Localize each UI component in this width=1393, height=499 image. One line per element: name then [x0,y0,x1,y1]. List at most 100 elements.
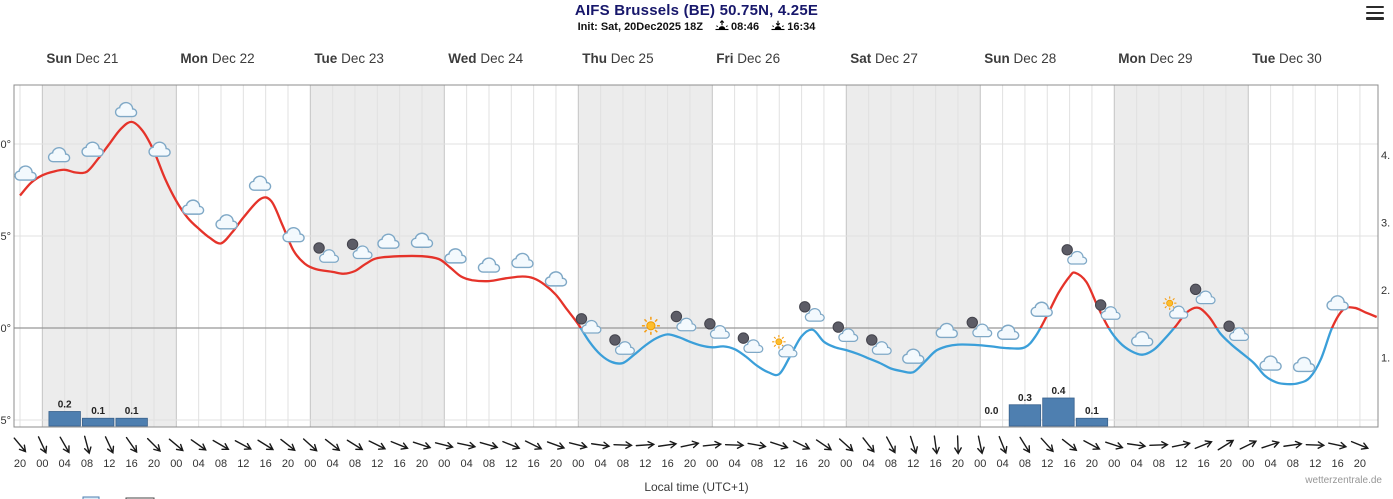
time-tick: 00 [1108,458,1120,470]
time-tick: 12 [371,458,383,470]
sunset-icon [771,20,785,31]
time-tick: 20 [282,458,294,470]
precip-bar [1075,417,1109,427]
cloud-icon [215,214,237,229]
precip-value: 0.1 [1085,406,1099,417]
wind-arrow [590,439,611,451]
page-subtitle: Init: Sat, 20Dec2025 18Z 08:46 16:34 [0,20,1393,33]
cloud-icon [249,176,271,191]
sun-icon [641,316,661,336]
day-label: Sun Dec 28 [984,51,1056,66]
wind-arrow [80,434,93,455]
time-tick: 00 [36,458,48,470]
wind-arrow [930,434,941,455]
time-tick: 04 [1130,458,1142,470]
time-tick: 12 [1309,458,1321,470]
time-tick: 00 [706,458,718,470]
wind-arrow [233,437,254,453]
time-tick: 08 [483,458,495,470]
wind-arrow [123,435,140,455]
sunrise-icon [715,20,729,31]
time-tick: 00 [438,458,450,470]
wind-arrow [974,434,986,455]
time-tick: 00 [1242,458,1254,470]
wind-arrow [101,434,117,455]
wind-arrow [478,438,499,452]
day-label: Sun Dec 21 [46,51,118,66]
wind-arrow [545,438,566,452]
wind-arrow [1349,437,1370,452]
wind-arrow [1327,439,1348,451]
precip-axis-label: 4. [1381,150,1390,162]
time-tick: 20 [952,458,964,470]
precip-bar [115,417,148,427]
init-label: Init: Sat, 20Dec2025 18Z [577,21,703,33]
wind-arrow [769,438,790,452]
time-tick: 16 [662,458,674,470]
day-label: Mon Dec 22 [180,51,254,66]
time-tick: 16 [1063,458,1075,470]
time-tick: 20 [550,458,562,470]
time-tick: 08 [751,458,763,470]
wind-arrow [635,440,655,450]
wind-arrow [883,434,899,455]
time-tick: 08 [215,458,227,470]
wind-arrow [995,434,1010,455]
time-tick: 04 [862,458,874,470]
time-tick: 12 [1041,458,1053,470]
time-tick: 08 [617,458,629,470]
day-label: Thu Dec 25 [582,51,653,66]
wind-arrow [791,437,812,453]
wind-arrow [1260,438,1281,452]
precip-bar [82,417,115,427]
time-tick: 12 [639,458,651,470]
time-tick: 04 [1264,458,1276,470]
time-tick: 04 [728,458,740,470]
precip-value: 0.1 [91,406,105,417]
time-tick: 04 [59,458,71,470]
menu-icon[interactable] [1366,6,1384,23]
temp-line-above-zero [19,120,1378,328]
gridlines [13,84,1379,428]
wind-arrow [1193,438,1214,453]
wind-arrow [1016,434,1033,455]
precip-bars: 0.2 0.1 0.1 0.0 0.3 0.4 0.1 [48,386,1109,427]
mooncloud-icon [738,333,763,353]
time-tick: 16 [929,458,941,470]
wind-arrow [1238,437,1259,453]
time-tick: 00 [840,458,852,470]
wind-arrow [166,436,186,454]
wind-arrow [1282,439,1303,451]
wind-arrow [11,435,29,455]
temp-axis-label: 0° [0,139,11,151]
time-tick: 12 [773,458,785,470]
cloud-icon [1030,302,1052,317]
wind-arrow [34,434,50,455]
cloud-icon [444,248,466,263]
time-tick: 20 [148,458,160,470]
time-tick: 00 [974,458,986,470]
wind-arrow [344,436,365,453]
wind-arrow [523,437,544,453]
cloud-icon [511,253,533,268]
wind-arrow [456,439,477,451]
time-tick: 12 [1175,458,1187,470]
cloud-icon [182,199,204,214]
wind-arrow [1215,437,1236,454]
wind-arrow [1104,438,1125,452]
time-tick: 04 [193,458,205,470]
time-tick: 20 [1354,458,1366,470]
cutoff-legend [82,496,155,499]
day-label: Tue Dec 23 [314,51,384,66]
wind-arrows [11,434,1370,455]
time-tick: 00 [304,458,316,470]
wind-arrow [1149,440,1169,450]
precip-value: 0.4 [1051,386,1065,397]
sunrise-time: 08:46 [731,21,760,33]
wind-arrow [1171,439,1191,451]
temperature-curve [19,120,1378,386]
precip-bar [1042,397,1075,427]
cloud-icon [478,257,500,272]
precip-value: 0.1 [125,406,139,417]
